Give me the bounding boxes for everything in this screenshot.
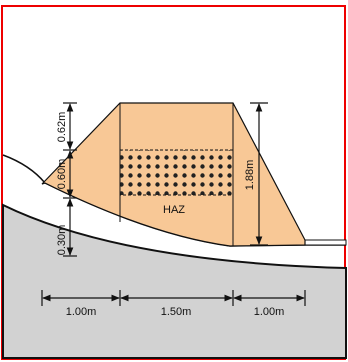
pipe-edge [304, 239, 347, 246]
dim-label: 1.88m [244, 160, 256, 191]
dim-label: 1.50m [161, 306, 192, 318]
dim-label: 0.60m [56, 159, 68, 190]
dim-label: 0.30m [56, 225, 68, 256]
dim-label: 1.00m [66, 306, 97, 318]
base-metal [2, 203, 347, 359]
haz-dots [119, 149, 234, 196]
dim-label: 0.62m [56, 112, 68, 143]
dim-label: 1.00m [254, 306, 285, 318]
haz-label: HAZ [163, 204, 185, 216]
